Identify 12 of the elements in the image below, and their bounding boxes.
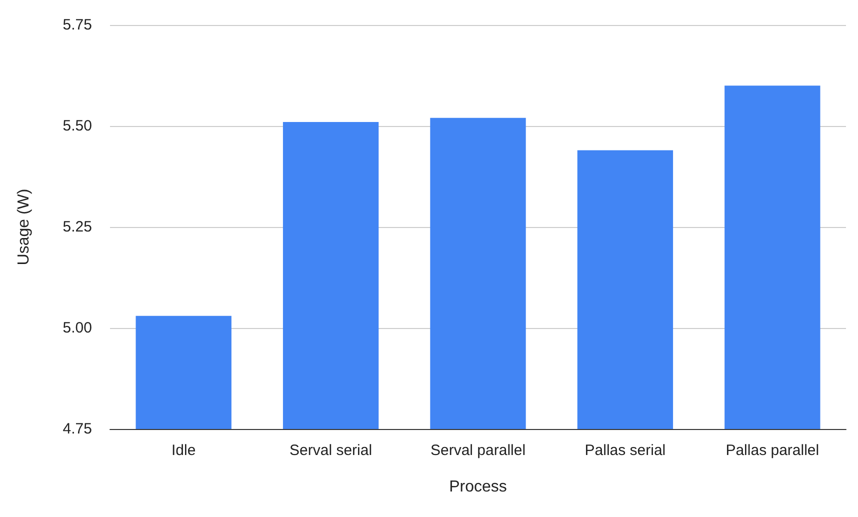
x-tick-label: Pallas serial xyxy=(584,442,666,459)
x-axis-title: Process xyxy=(449,478,507,496)
y-tick-label: 4.75 xyxy=(62,420,92,438)
y-tick-label: 5.25 xyxy=(62,218,92,236)
x-tick-label: Serval serial xyxy=(290,442,372,459)
y-tick-label: 5.00 xyxy=(62,320,92,336)
y-axis-title: Usage (W) xyxy=(16,188,32,266)
y-tick-label: 5.50 xyxy=(62,118,92,134)
x-tick-label: Serval parallel xyxy=(430,442,526,459)
x-tick-label: Pallas parallel xyxy=(726,442,820,459)
x-tick-label: Idle xyxy=(172,442,196,459)
y-tick-label: 5.75 xyxy=(62,16,92,34)
